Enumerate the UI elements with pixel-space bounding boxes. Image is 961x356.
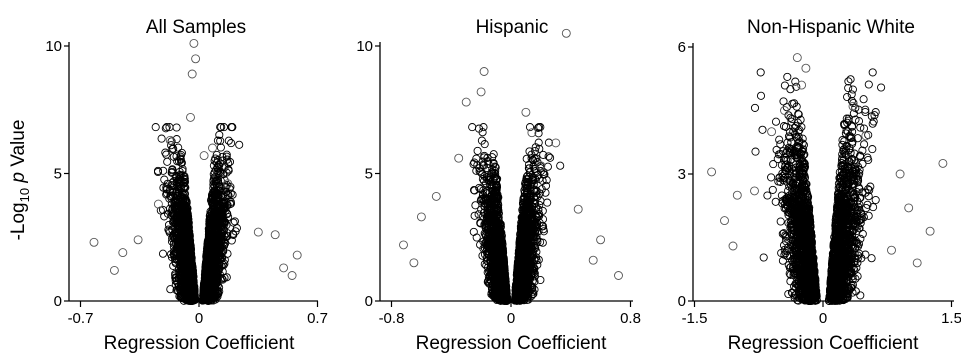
data-point [191, 54, 201, 64]
data-point [162, 123, 171, 132]
data-point [118, 248, 128, 258]
x-axis-label: Regression Coefficient [104, 333, 296, 354]
data-point [208, 143, 217, 153]
point-cloud [468, 123, 565, 306]
y-tick-label: 0 [365, 293, 373, 310]
data-point [172, 123, 181, 132]
data-point [212, 150, 221, 159]
data-point [89, 237, 99, 247]
data-point [546, 153, 555, 162]
y-tick-label: 10 [45, 38, 62, 55]
x-tick-label: 0.7 [307, 310, 328, 327]
x-tick-label: -0.8 [379, 310, 405, 327]
data-point [157, 134, 166, 143]
data-point [161, 148, 170, 157]
y-tick-label: 5 [365, 166, 373, 183]
data-point [158, 249, 168, 258]
panel-title: All Samples [146, 17, 246, 38]
data-point [472, 233, 481, 242]
panel-title: Hispanic [476, 17, 549, 38]
data-point [133, 235, 143, 245]
x-axis-label: Regression Coefficient [416, 333, 608, 354]
data-point [469, 227, 478, 236]
data-point [215, 130, 224, 139]
data-point [216, 143, 225, 152]
panel-2: Hispanic 0 5 10 -0.8 0 0.8 Regression Coefficie… [356, 17, 641, 354]
data-point [279, 263, 289, 273]
x-tick-label: -0.7 [68, 310, 94, 327]
data-point [556, 161, 565, 170]
data-point [163, 157, 172, 166]
data-point [292, 250, 302, 260]
data-point [160, 175, 169, 184]
data-point [153, 199, 163, 209]
y-tick-label: 0 [54, 293, 62, 310]
data-point [166, 285, 175, 294]
data-point [161, 124, 170, 133]
data-point [253, 227, 263, 237]
data-point [473, 146, 482, 155]
data-point [224, 136, 233, 145]
data-point [235, 140, 244, 149]
data-point [470, 211, 479, 220]
data-point [109, 265, 119, 275]
data-point [543, 198, 552, 207]
data-point [199, 151, 209, 161]
data-point [218, 275, 227, 284]
data-point [479, 123, 488, 132]
x-tick-label: 0 [507, 310, 515, 327]
data-point [226, 189, 235, 198]
point-cloud [151, 123, 244, 306]
data-point [270, 230, 280, 240]
y-tick-label: 10 [356, 38, 373, 55]
data-point [186, 112, 195, 122]
data-point [468, 123, 477, 132]
panel-1: All Samples 0 5 10 -0.7 0 0.7 Regression Coeffi… [45, 17, 328, 354]
data-point [189, 38, 199, 48]
data-point [151, 123, 160, 132]
data-point [187, 69, 197, 79]
data-point [159, 166, 168, 175]
data-point [153, 166, 163, 175]
data-point [174, 143, 183, 152]
data-point [232, 224, 241, 233]
x-tick-label: 0 [195, 310, 203, 327]
y-axis-label: -Log10 p Value [8, 120, 32, 241]
data-point [287, 271, 297, 280]
x-tick-label: 0.8 [620, 310, 641, 327]
data-point [178, 166, 187, 176]
y-tick-label: 5 [54, 166, 62, 183]
